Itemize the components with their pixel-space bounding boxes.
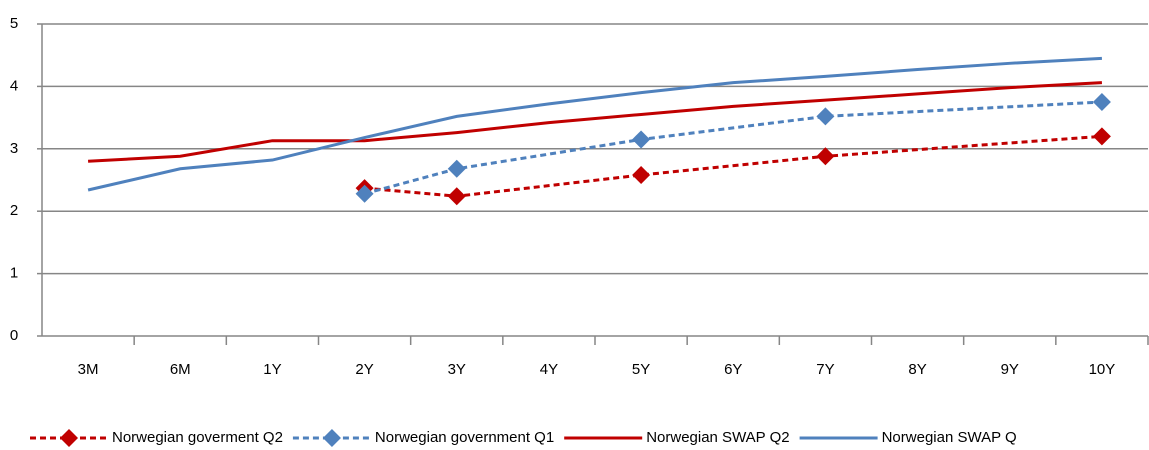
y-tick-label: 3 (10, 140, 18, 157)
data-point (1092, 127, 1111, 146)
legend-label: Norwegian government Q1 (375, 429, 554, 446)
y-tick-label: 0 (10, 327, 18, 344)
data-point (355, 184, 374, 203)
legend-entry: Norwegian SWAP Q (799, 429, 1017, 446)
y-tick-label: 4 (10, 77, 18, 94)
series-line (364, 134, 1103, 198)
x-tick-label: 3M (78, 361, 99, 378)
legend-entry: Norwegian goverment Q2 (30, 429, 283, 447)
x-tick-label: 8Y (908, 361, 926, 378)
series-line (87, 56, 1103, 192)
x-tick-label: 9Y (1001, 361, 1019, 378)
data-point (816, 107, 835, 126)
data-point (447, 159, 466, 178)
legend-label: Norwegian SWAP Q2 (646, 429, 789, 446)
x-tick-label: 4Y (540, 361, 558, 378)
y-tick-label: 5 (10, 15, 18, 32)
legend-entry: Norwegian SWAP Q2 (564, 429, 790, 446)
legend-entry: Norwegian government Q1 (292, 429, 554, 447)
legend-marker (60, 429, 78, 447)
data-point (816, 147, 835, 166)
x-tick-label: 6M (170, 361, 191, 378)
legend-label: Norwegian SWAP Q (882, 429, 1017, 446)
x-tick-label: 5Y (632, 361, 650, 378)
data-point (447, 187, 466, 206)
data-point (632, 166, 651, 185)
legend-label: Norwegian goverment Q2 (112, 429, 283, 446)
x-tick-label: 1Y (263, 361, 281, 378)
series-line (364, 100, 1102, 196)
x-tick-label: 7Y (816, 361, 834, 378)
data-point (632, 130, 651, 149)
y-tick-label: 2 (10, 202, 18, 219)
x-tick-label: 2Y (355, 361, 373, 378)
x-tick-label: 3Y (448, 361, 466, 378)
data-point (1092, 93, 1111, 111)
x-tick-label: 10Y (1089, 361, 1116, 378)
x-tick-label: 6Y (724, 361, 742, 378)
legend-marker (322, 429, 341, 447)
series-line (88, 81, 1103, 163)
y-tick-label: 1 (10, 265, 18, 282)
